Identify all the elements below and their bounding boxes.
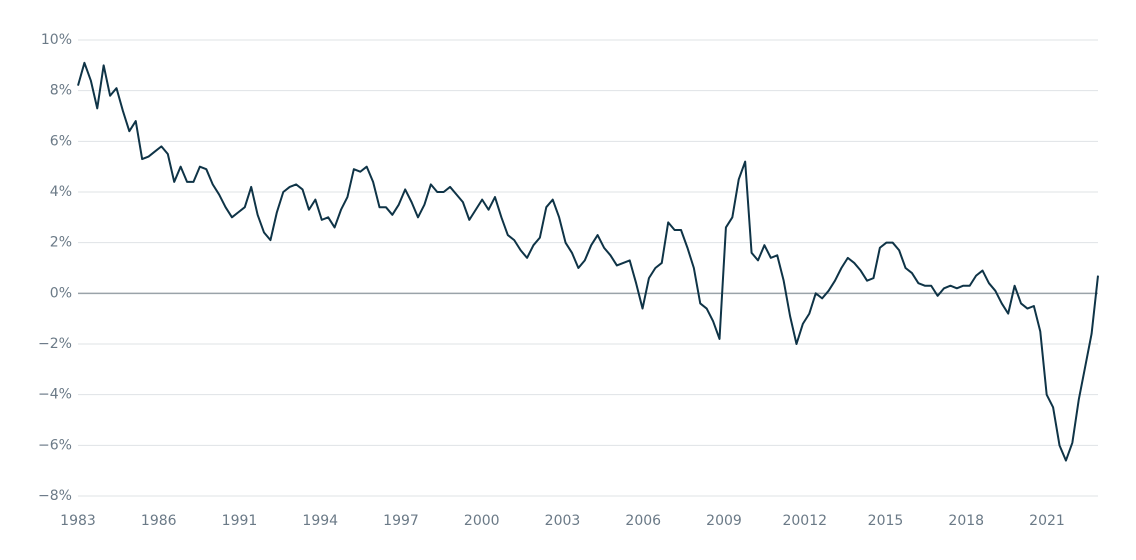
x-tick-label: 20012: [782, 513, 827, 529]
x-tick-label: 1991: [222, 513, 258, 529]
x-tick-label: 1994: [302, 513, 338, 529]
data-line: [77, 61, 1099, 462]
x-tick-label: 2009: [706, 513, 742, 529]
y-tick-label: 2%: [50, 235, 72, 251]
y-tick-label: 8%: [50, 83, 72, 99]
x-tick-label: 2018: [948, 513, 984, 529]
y-tick-label: 4%: [50, 184, 72, 200]
x-tick-label: 2021: [1029, 513, 1065, 529]
x-tick-label: 2006: [625, 513, 661, 529]
x-tick-label: 1997: [383, 513, 419, 529]
y-tick-label: −2%: [38, 336, 72, 352]
x-tick-label: 2015: [868, 513, 904, 529]
y-tick-label: −4%: [38, 387, 72, 403]
y-tick-label: −8%: [38, 488, 72, 504]
x-tick-label: 1986: [141, 513, 177, 529]
x-tick-label: 2000: [464, 513, 500, 529]
x-tick-label: 1983: [60, 513, 96, 529]
y-tick-label: 10%: [41, 32, 72, 48]
y-tick-label: 0%: [50, 285, 72, 301]
y-tick-label: −6%: [38, 437, 72, 453]
y-tick-label: 6%: [50, 133, 72, 149]
x-tick-label: 2003: [545, 513, 581, 529]
